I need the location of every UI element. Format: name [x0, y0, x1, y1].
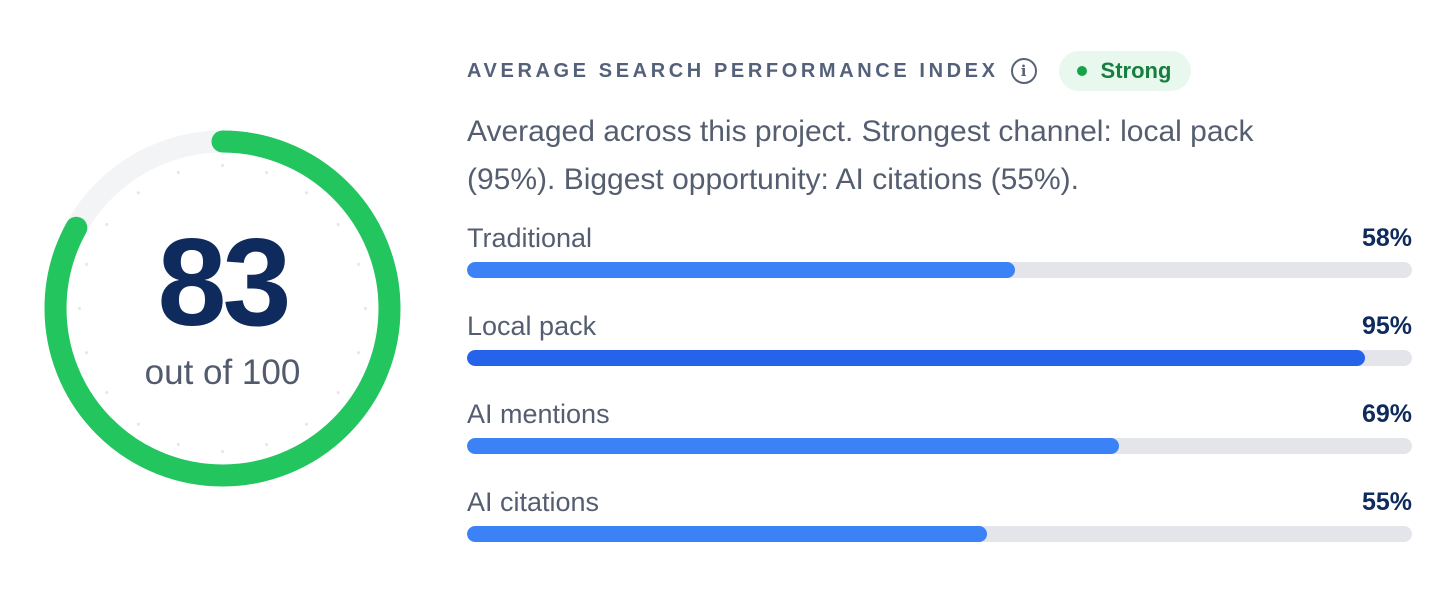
- gauge-tick-dot: [176, 442, 180, 447]
- status-badge: Strong: [1058, 51, 1192, 91]
- gauge-tick-dot: [176, 170, 180, 175]
- score-max-label: out of 100: [144, 353, 301, 392]
- score-ring-progress: [44, 130, 401, 487]
- metric-label: AI mentions: [467, 399, 610, 429]
- metric-row: AI citations 55%: [467, 486, 1412, 574]
- score-ring: [44, 130, 401, 487]
- panel-header: AVERAGE SEARCH PERFORMANCE INDEX i Stron…: [467, 48, 1412, 94]
- gauge-tick-dot: [336, 222, 340, 227]
- score-value: 83: [157, 214, 292, 352]
- gauge-tick-dot: [363, 306, 368, 311]
- metric-list: Traditional 58% Local pack 95% AI mentio…: [467, 222, 1412, 574]
- gauge-tick-dot: [265, 170, 269, 175]
- gauge-tick-dot: [105, 222, 109, 227]
- gauge-tick-dot: [136, 422, 141, 426]
- gauge-tick-dot: [77, 306, 82, 311]
- metric-bar-fill: [467, 526, 987, 542]
- gauge-tick-dot: [304, 422, 309, 426]
- performance-panel: AVERAGE SEARCH PERFORMANCE INDEX i Stron…: [467, 48, 1412, 574]
- metric-value: 95%: [1361, 312, 1412, 340]
- metric-label: AI citations: [467, 487, 600, 517]
- gauge-tick-dot: [304, 191, 309, 195]
- info-icon[interactable]: i: [1010, 58, 1037, 84]
- metric-bar-track: [467, 526, 1412, 542]
- gauge-tick-dot: [105, 390, 109, 395]
- status-badge-label: Strong: [1100, 58, 1172, 83]
- gauge-tick-dot: [356, 351, 361, 355]
- metric-value: 69%: [1361, 400, 1412, 428]
- gauge-tick-dot: [220, 449, 225, 454]
- metric-row: Local pack 95%: [467, 310, 1412, 398]
- gauge-tick-dot: [136, 191, 141, 195]
- metric-bar-track: [467, 262, 1412, 278]
- gauge-tick-dot: [265, 442, 269, 447]
- gauge-tick-dot: [84, 351, 89, 355]
- metric-value: 55%: [1361, 488, 1412, 516]
- metric-bar-fill: [467, 438, 1120, 454]
- metric-bar-fill: [467, 350, 1365, 366]
- metric-bar-track: [467, 438, 1412, 454]
- gauge-tick-dot: [336, 390, 340, 395]
- metric-row: Traditional 58%: [467, 222, 1412, 310]
- metric-bar-fill: [467, 262, 1016, 278]
- gauge-tick-dot: [84, 262, 89, 266]
- gauge-tick-dot: [220, 163, 225, 168]
- panel-title: AVERAGE SEARCH PERFORMANCE INDEX: [467, 59, 999, 82]
- summary-text: Averaged across this project. Strongest …: [467, 115, 1254, 196]
- metric-label: Traditional: [467, 223, 593, 253]
- score-gauge: 83 out of 100: [40, 126, 405, 491]
- metric-label: Local pack: [467, 311, 597, 341]
- metric-bar-track: [467, 350, 1412, 366]
- gauge-tick-dot: [356, 262, 361, 266]
- metric-row: AI mentions 69%: [467, 398, 1412, 486]
- status-dot-icon: [1076, 66, 1087, 76]
- metric-value: 58%: [1361, 224, 1412, 252]
